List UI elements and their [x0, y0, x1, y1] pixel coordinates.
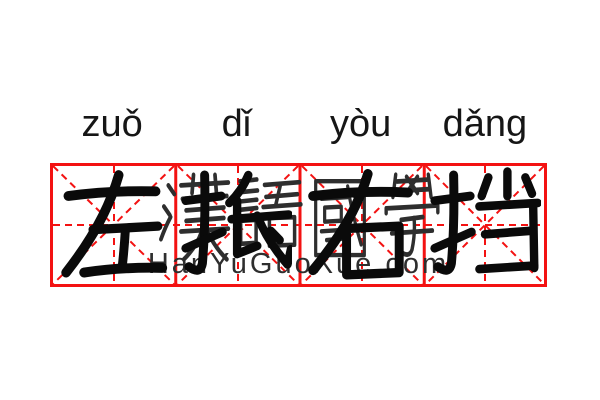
pinyin-syllable-di: dǐ	[221, 102, 252, 145]
pinyin-syllable-you: yòu	[329, 102, 392, 145]
watermark-site-text: HanYuGuoXue.com	[147, 248, 450, 280]
pinyin-row: zuǒ dǐ yòu dǎng	[50, 100, 547, 148]
pinyin-syllable-zuo: zuǒ	[81, 102, 143, 145]
pinyin-syllable-dang: dǎng	[442, 102, 528, 145]
